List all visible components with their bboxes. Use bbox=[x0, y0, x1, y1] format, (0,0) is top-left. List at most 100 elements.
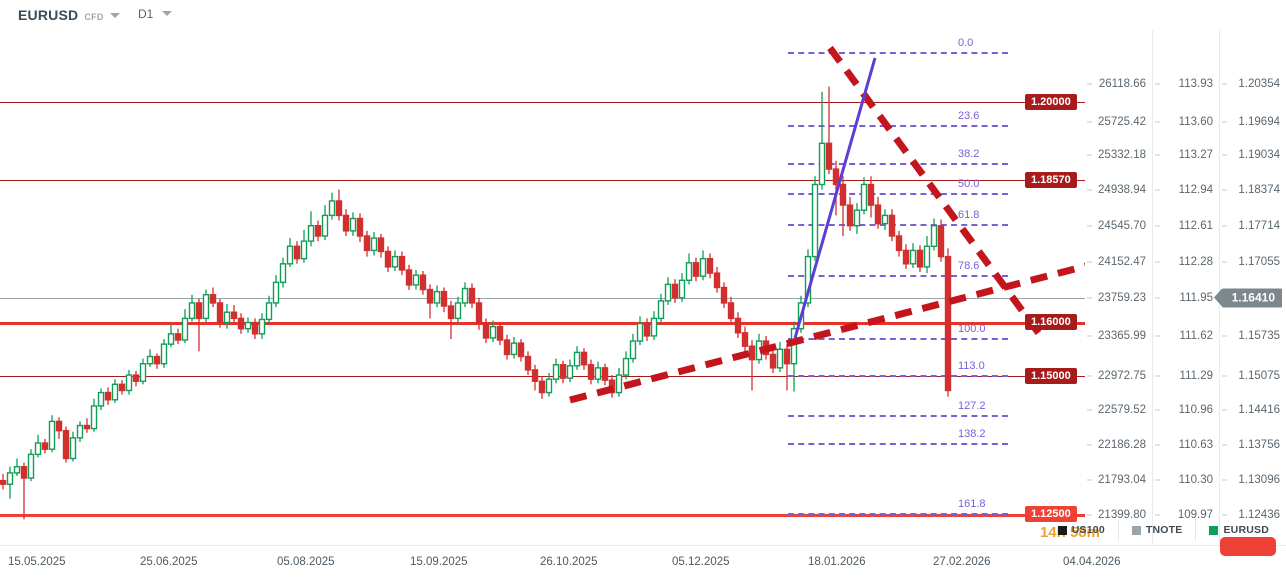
price-axis-tick: 1.15075 bbox=[1238, 370, 1280, 382]
candle-body bbox=[328, 200, 336, 217]
candle-body bbox=[69, 437, 77, 460]
candle-body bbox=[419, 274, 427, 291]
legend-label: EURUSD bbox=[1223, 524, 1269, 536]
candle-body bbox=[734, 317, 742, 334]
candle-body bbox=[174, 333, 182, 341]
price-axis-tick: 24938.94 bbox=[1098, 184, 1146, 196]
candle-body bbox=[426, 288, 434, 304]
chart-plot-area[interactable]: 0.0 23.6 38.2 50.0 61.8 78.6 100.0 113.0 127.2 13… bbox=[0, 30, 1085, 545]
price-scale-tnote[interactable]: 113.93 113.60 113.27 112.94 112.61 112.28 111.… bbox=[1152, 30, 1219, 545]
chevron-down-icon[interactable] bbox=[162, 11, 173, 16]
candle-body bbox=[832, 168, 840, 186]
sell-buy-button[interactable] bbox=[1220, 537, 1276, 556]
price-level-line bbox=[0, 102, 1085, 103]
candle-body bbox=[727, 302, 735, 320]
candle-body bbox=[769, 353, 777, 369]
candle-body bbox=[671, 283, 679, 299]
price-axis-tick: 22579.52 bbox=[1098, 404, 1146, 416]
candle-body bbox=[468, 287, 476, 304]
price-axis-area[interactable]: 26118.66 25725.42 25332.18 24938.94 24545.70… bbox=[1025, 30, 1286, 545]
axis-tick-mark bbox=[1222, 335, 1227, 337]
legend-item[interactable]: EURUSD bbox=[1195, 519, 1282, 541]
price-level-label[interactable]: 1.15000 bbox=[1025, 368, 1077, 384]
axis-tick-mark bbox=[1155, 225, 1160, 227]
candle-body bbox=[503, 339, 511, 356]
candle-body bbox=[181, 317, 189, 341]
candle-body bbox=[461, 287, 469, 304]
candle-body bbox=[314, 224, 322, 237]
price-axis-tick: 1.20354 bbox=[1238, 78, 1280, 90]
price-axis-tick: 1.15735 bbox=[1238, 330, 1280, 342]
candle-body bbox=[139, 363, 147, 382]
price-axis-tick: 21399.80 bbox=[1098, 509, 1146, 521]
timeframe-selector[interactable]: D1 bbox=[138, 7, 173, 21]
candle-body bbox=[90, 405, 98, 430]
fibonacci-level-line bbox=[788, 224, 1008, 226]
price-axis-tick: 23365.99 bbox=[1098, 330, 1146, 342]
price-level-label[interactable]: 1.12500 bbox=[1025, 506, 1077, 522]
price-scale-us100[interactable]: 26118.66 25725.42 25332.18 24938.94 24545.70… bbox=[1085, 30, 1152, 545]
trendline-purple-uptrend[interactable] bbox=[793, 57, 877, 339]
axis-tick-mark bbox=[1087, 261, 1092, 263]
candle-body bbox=[104, 391, 112, 401]
axis-tick-mark bbox=[1087, 409, 1092, 411]
candle-body bbox=[818, 142, 826, 186]
legend-color-swatch bbox=[1209, 525, 1219, 535]
candle-body bbox=[13, 466, 21, 474]
candle-body bbox=[545, 378, 553, 394]
candle-body bbox=[524, 355, 532, 371]
candle-body bbox=[531, 369, 539, 382]
candle-body bbox=[622, 357, 630, 376]
legend-label: TNOTE bbox=[1145, 524, 1183, 536]
candle-body bbox=[692, 262, 700, 277]
price-level-label[interactable]: 1.18570 bbox=[1025, 172, 1077, 188]
price-axis-tick: 1.19694 bbox=[1238, 116, 1280, 128]
axis-tick-mark bbox=[1155, 297, 1160, 299]
fibonacci-level-label: 50.0 bbox=[958, 178, 980, 190]
price-axis-tick: 111.62 bbox=[1179, 330, 1213, 342]
date-axis[interactable]: 15.05.2025 25.06.2025 05.08.2025 15.09.2025… bbox=[0, 545, 1286, 583]
fibonacci-level-label: 0.0 bbox=[958, 37, 974, 49]
axis-tick-mark bbox=[1155, 444, 1160, 446]
candle-body bbox=[55, 420, 63, 432]
candle-body bbox=[342, 214, 350, 232]
candle-body bbox=[538, 380, 546, 394]
candle-body bbox=[118, 383, 126, 392]
chevron-down-icon[interactable] bbox=[109, 13, 120, 18]
candle-body bbox=[195, 302, 203, 320]
fibonacci-level-label: 138.2 bbox=[958, 428, 986, 440]
candle-body bbox=[223, 311, 231, 324]
legend-item[interactable]: TNOTE bbox=[1117, 519, 1196, 541]
candle-body bbox=[902, 249, 910, 265]
price-level-label[interactable]: 1.20000 bbox=[1025, 94, 1077, 110]
price-scale-eurusd[interactable]: 1.20354 1.19694 1.19034 1.18374 1.17714 1.170… bbox=[1213, 30, 1286, 545]
axis-tick-mark bbox=[1155, 514, 1160, 516]
candle-body bbox=[76, 424, 84, 439]
price-level-label[interactable]: 1.16000 bbox=[1025, 314, 1077, 330]
candle-body bbox=[160, 343, 168, 365]
price-axis-tick: 113.60 bbox=[1178, 116, 1213, 128]
candle-body bbox=[489, 325, 497, 339]
axis-tick-mark bbox=[1087, 375, 1092, 377]
axis-tick-mark bbox=[1222, 514, 1227, 516]
candle-body bbox=[335, 200, 343, 217]
chart-header: EURUSD CFD D1 bbox=[0, 0, 1286, 30]
candlestick-series bbox=[0, 86, 952, 520]
candle-body bbox=[132, 374, 140, 382]
trendline-ascending-support[interactable] bbox=[569, 262, 1085, 404]
trendline-descending-resistance[interactable] bbox=[827, 45, 1043, 338]
axis-tick-mark bbox=[1087, 121, 1092, 123]
price-level-line bbox=[0, 322, 1085, 325]
candle-body bbox=[888, 214, 896, 237]
symbol-selector[interactable]: EURUSD CFD bbox=[18, 7, 120, 23]
price-axis-tick: 21793.04 bbox=[1098, 474, 1146, 486]
candle-body bbox=[650, 317, 658, 337]
candle-body bbox=[783, 348, 791, 365]
legend-item[interactable]: US100 bbox=[1045, 519, 1118, 541]
date-axis-tick: 05.12.2025 bbox=[672, 556, 730, 568]
price-axis-tick: 1.12436 bbox=[1238, 509, 1280, 521]
candle-body bbox=[300, 240, 308, 260]
price-axis-tick: 25332.18 bbox=[1098, 149, 1146, 161]
candle-body bbox=[573, 351, 581, 367]
